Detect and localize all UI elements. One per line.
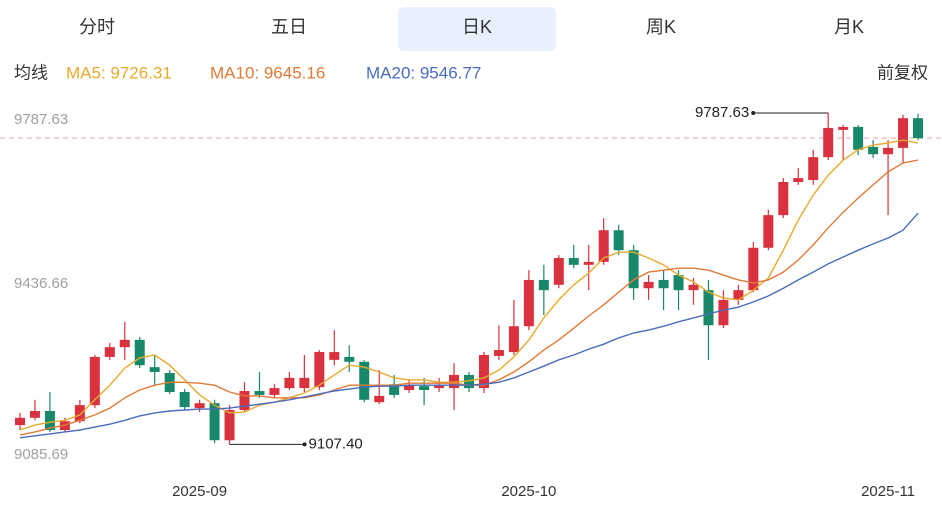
x-tick-label: 2025-11 [861,483,915,500]
candle-body [104,347,115,357]
candle-body [868,146,879,155]
candle-body [793,178,804,183]
candle-body [658,279,669,289]
candle-body [269,388,280,395]
tab[interactable]: 五日 [271,17,307,37]
candle-body [598,230,609,262]
candle-body [778,182,789,216]
candle-body [254,391,265,395]
ma-title: 均线 [14,63,48,82]
candle-body [733,290,744,300]
candle-body [898,118,909,148]
candle-body [763,215,774,248]
candle-body [613,230,624,251]
candle-body [883,147,894,155]
x-tick-label: 2025-10 [501,483,556,500]
candle-body [224,410,235,441]
legend-entry: MA10: 9645.16 [210,63,325,82]
legend-entry: MA20: 9546.77 [366,63,481,82]
candle-body [553,258,564,285]
annotation-dot [302,442,307,447]
candle-body [44,410,55,431]
candle-body [179,391,190,408]
candle-body [15,417,25,426]
annotation-label: 9787.63 [695,104,749,121]
ma-line [19,212,919,439]
candle-body [628,250,639,289]
candle-body [703,290,714,326]
annotation-dot [751,111,756,115]
x-tick-label: 2025-09 [172,483,227,500]
candle-body [74,405,85,422]
candle-body [314,352,325,388]
candle-body [194,403,205,409]
candle-body [119,339,130,348]
tab[interactable]: 月K [834,17,864,37]
candle-body [434,385,445,389]
annotation-label: 9107.40 [309,435,363,452]
tab[interactable]: 分时 [79,17,115,37]
candle-body [913,118,923,139]
candle-body [838,126,849,130]
candle-body [568,258,579,265]
candle-body [419,386,430,391]
candle-body [718,299,729,326]
candle-body [344,356,355,362]
candle-body [464,374,474,389]
candle-body [853,126,864,150]
candle-body [359,361,370,400]
y-tick-label: 9436.66 [14,275,68,292]
candle-body [583,261,594,265]
candle-body [284,377,295,389]
candle-body [688,284,699,291]
candle-body [449,374,460,389]
candle-body [329,352,340,360]
candle-body [673,275,684,291]
candle-body [404,385,415,391]
candle-body [523,279,534,327]
candle-body [209,403,220,441]
tab[interactable]: 周K [646,17,676,37]
candle-body [508,326,519,353]
y-tick-label: 9085.69 [14,446,68,463]
candle-body [493,350,504,356]
candle-body [29,410,40,418]
adjust-button[interactable]: 前复权 [877,63,928,82]
candle-body [374,395,385,403]
candle-body [808,157,819,181]
candle-body [389,384,400,395]
candle-body [239,391,250,411]
candle-body [643,281,654,289]
candle-body [823,127,834,158]
legend-entry: MA5: 9726.31 [66,63,172,82]
candle-body [538,279,549,291]
y-tick-label: 9787.63 [14,111,68,128]
candle-body [134,339,145,366]
candle-body [478,354,489,389]
candle-body [748,247,759,291]
tab[interactable]: 日K [462,17,492,37]
ma-line [19,139,919,431]
candle-body [89,356,100,406]
candle-body [299,377,310,389]
active-tab-bg [398,7,556,51]
candle-body [149,367,160,373]
